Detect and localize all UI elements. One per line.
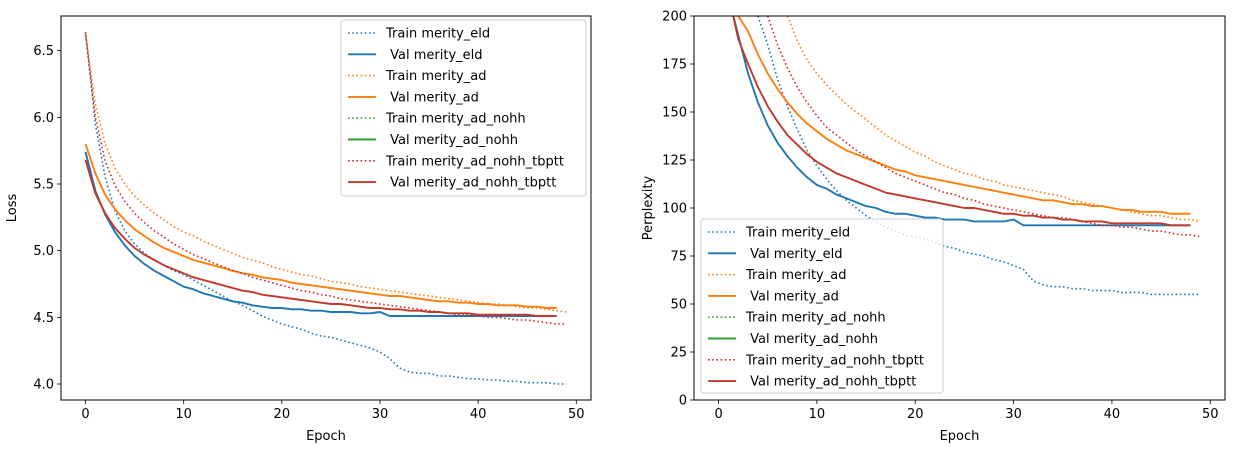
x-tick-label: 20 (907, 407, 924, 422)
x-tick-label: 10 (809, 407, 826, 422)
series-line-2 (786, 16, 1201, 223)
legend-label: Train merity_eld (745, 226, 850, 241)
perplexity-chart: 0 10 20 30 40 50 0 25 50 75 100 125 150 175 200 Epoch Pe… (641, 10, 1226, 444)
x-tick-label: 50 (568, 407, 585, 422)
legend-label: Train merity_ad_nohh_tbptt (385, 154, 564, 169)
y-tick-label: 5.0 (33, 244, 54, 259)
legend-label: Train merity_ad_nohh (745, 311, 886, 326)
legend-label: Val merity_ad_nohh (746, 332, 878, 347)
y-tick-label: 50 (670, 298, 687, 313)
axes-frame (693, 15, 1226, 401)
legend-label: Val merity_eld (746, 247, 843, 262)
y-axis-label: Loss (5, 194, 20, 223)
x-tick-label: 40 (470, 407, 487, 422)
x-tick-label: 30 (1005, 407, 1022, 422)
series-line-0 (757, 16, 1201, 296)
y-tick-label: 150 (662, 106, 687, 121)
series-line-1 (732, 16, 1191, 227)
series-line-3 (737, 16, 1191, 215)
legend-box (340, 19, 587, 197)
x-tick-label: 50 (1202, 407, 1219, 422)
legend-label: Val merity_eld (386, 48, 483, 63)
x-tick-label: 0 (81, 407, 89, 422)
x-axis-label: Epoch (940, 429, 980, 444)
y-tick-label: 100 (662, 202, 687, 217)
series-line-7 (732, 16, 1191, 227)
series-group (84, 31, 567, 385)
series-line-1 (84, 151, 557, 317)
x-tick-label: 40 (1104, 407, 1121, 422)
y-tick-label: 75 (670, 250, 687, 265)
series-line-6 (84, 34, 567, 325)
y-tick-label: 4.0 (33, 378, 54, 393)
legend-label: Train merity_eld (385, 27, 490, 42)
loss-chart: 0 10 20 30 40 50 4.0 4.5 5.0 5.5 6.0 6.5 Epoch Loss Tr… (5, 15, 592, 444)
legend-label: Train merity_ad_nohh_tbptt (745, 353, 924, 368)
axes-frame (60, 15, 592, 401)
y-tick-label: 5.5 (33, 178, 54, 193)
legend-label: Val merity_ad (386, 90, 479, 105)
y-tick-label: 200 (662, 10, 687, 25)
legend-box (700, 218, 944, 394)
y-tick-label: 0 (679, 394, 687, 409)
x-tick-label: 20 (274, 407, 291, 422)
legend-label: Val merity_ad_nohh_tbptt (386, 176, 556, 191)
y-tick-label: 175 (662, 58, 687, 73)
y-tick-label: 6.5 (33, 44, 54, 59)
legend: Train merity_eld Val merity_eld Train mer… (340, 19, 587, 197)
y-axis-label: Perplexity (641, 175, 656, 240)
legend: Train merity_eld Val merity_eld Train mer… (700, 218, 944, 394)
series-line-3 (84, 143, 557, 309)
legend-label: Val merity_ad (746, 289, 839, 304)
y-tick-label: 4.5 (33, 311, 54, 326)
y-tick-label: 25 (670, 346, 687, 361)
y-tick-label: 6.0 (33, 111, 54, 126)
legend-label: Train merity_ad_nohh (385, 112, 526, 127)
x-tick-label: 0 (714, 407, 722, 422)
series-line-7 (84, 159, 557, 317)
legend-label: Val merity_ad_nohh (386, 133, 518, 148)
x-tick-label: 30 (372, 407, 389, 422)
y-tick-label: 125 (662, 154, 687, 169)
series-line-6 (766, 16, 1201, 238)
legend-label: Train merity_ad (745, 268, 846, 283)
x-tick-label: 10 (175, 407, 192, 422)
series-group (732, 16, 1201, 296)
legend-label: Train merity_ad (385, 69, 486, 84)
legend-label: Val merity_ad_nohh_tbptt (746, 375, 916, 390)
x-axis-label: Epoch (306, 429, 346, 444)
